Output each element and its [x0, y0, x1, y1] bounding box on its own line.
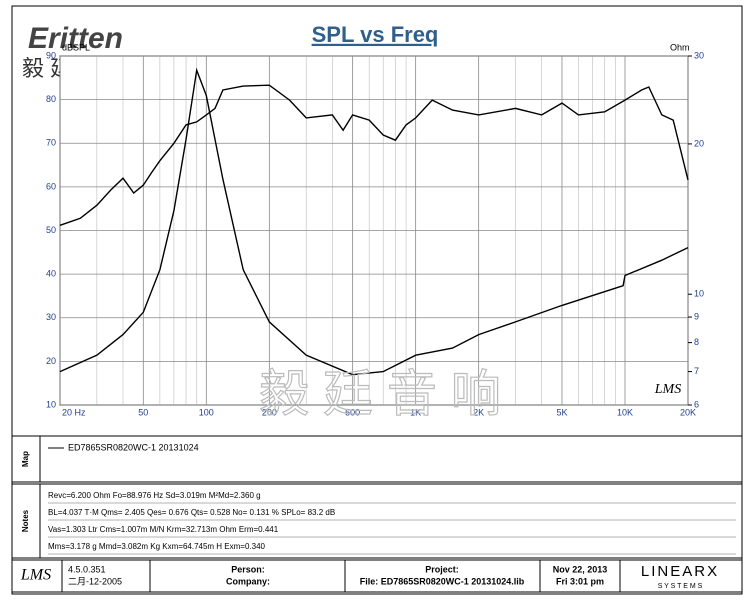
x-tick-label: 2K [473, 407, 484, 417]
notes-label: Notes [21, 509, 30, 532]
chart-title: SPL vs Freq [312, 22, 439, 47]
y2-tick-label: 30 [694, 50, 704, 60]
date: Nov 22, 2013 [553, 564, 608, 574]
x-tick-label: 100 [199, 407, 214, 417]
notes-panel [11, 483, 743, 559]
x-tick-label: 500 [345, 407, 360, 417]
map-panel [11, 435, 743, 483]
y-tick-label: 40 [46, 269, 56, 279]
company: Company: [226, 576, 270, 586]
watermark: 毅 廷 音 响 [259, 366, 501, 422]
map-label: Map [21, 451, 30, 467]
person: Person: [231, 564, 265, 574]
series-line [59, 67, 689, 376]
y-tick-label: 10 [46, 399, 56, 409]
series-line [59, 84, 689, 226]
note-line: Revc=6.200 Ohm Fo=88.976 Hz Sd=3.019m M²… [48, 491, 261, 500]
y-tick-label: 60 [46, 181, 56, 191]
footer-brand-sub: S Y S T E M S [658, 583, 703, 590]
y2-tick-label: 6 [694, 399, 699, 409]
x-tick-label: 20 Hz [62, 407, 86, 417]
y-tick-label: 50 [46, 225, 56, 235]
x-tick-label: 10K [617, 407, 633, 417]
legend-entry: ED7865SR0820WC-1 20131024 [68, 442, 199, 452]
x-tick-label: 50 [138, 407, 148, 417]
y2-tick-label: 20 [694, 138, 704, 148]
x-tick-label: 5K [556, 407, 567, 417]
note-line: Mms=3.178 g Mmd=3.082m Kg Kxm=64.745m H … [48, 542, 266, 551]
build-date: 二月-12-2005 [68, 576, 122, 586]
y-tick-label: 80 [46, 94, 56, 104]
y-tick-label: 90 [46, 50, 56, 60]
x-tick-label: 1K [410, 407, 421, 417]
project: Project: [425, 564, 459, 574]
y2-tick-label: 10 [694, 289, 704, 299]
footer-dividers [61, 560, 621, 592]
y2-axis-label: Ohm [670, 42, 690, 52]
plot-mark: LMS [654, 382, 681, 397]
x-tick-label: 20K [680, 407, 696, 417]
file: File: ED7865SR0820WC-1 20131024.lib [360, 576, 525, 586]
time: Fri 3:01 pm [556, 576, 604, 586]
y2-tick-label: 9 [694, 311, 699, 321]
y2-tick-label: 7 [694, 366, 699, 376]
version: 4.5.0.351 [68, 564, 106, 574]
y-tick-label: 20 [46, 356, 56, 366]
y-tick-label: 30 [46, 312, 56, 322]
brand-logo: Eritten [28, 22, 123, 55]
note-line: BL=4.037 T·M Qms= 2.405 Qes= 0.676 Qts= … [48, 508, 335, 517]
y-axis-label: dBSPL [62, 42, 90, 52]
footer-logo: LMS [20, 567, 51, 584]
y2-tick-label: 8 [694, 337, 699, 347]
y-tick-label: 70 [46, 138, 56, 148]
note-line: Vas=1.303 Ltr Cms=1.007m M/N Krm=32.713m… [48, 525, 279, 534]
x-tick-label: 200 [262, 407, 277, 417]
footer-brand: LINEARX [641, 563, 719, 580]
